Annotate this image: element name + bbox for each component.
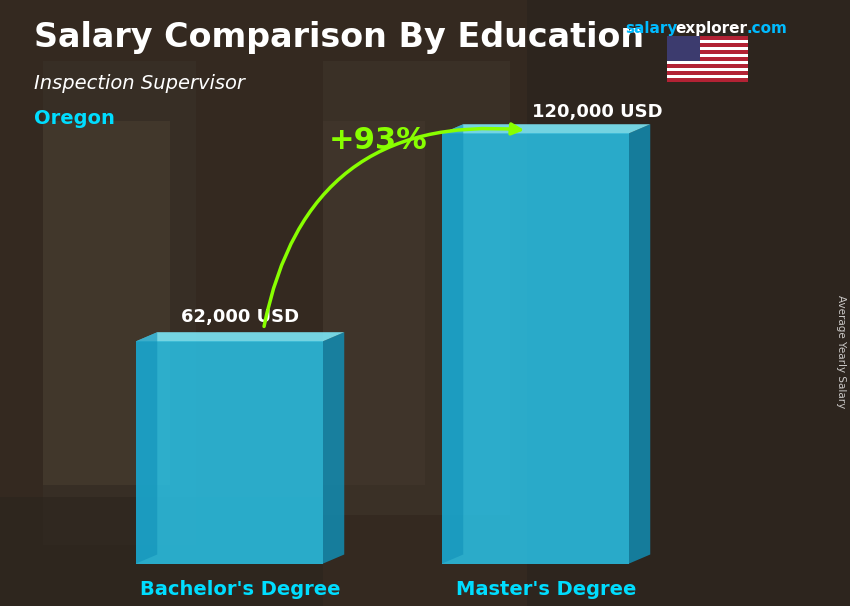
Bar	[667, 61, 748, 64]
Text: Oregon: Oregon	[34, 109, 115, 128]
Bar	[667, 54, 748, 58]
Bar	[42, 61, 196, 545]
Bar	[667, 47, 748, 50]
Text: Salary Comparison By Education: Salary Comparison By Education	[34, 21, 644, 54]
Bar	[667, 44, 748, 47]
Bar	[42, 121, 170, 485]
Polygon shape	[442, 133, 629, 564]
Text: .com: .com	[746, 21, 787, 36]
Bar	[527, 0, 850, 606]
Text: Average Yearly Salary: Average Yearly Salary	[836, 295, 846, 408]
Bar	[667, 36, 748, 40]
Bar	[667, 78, 748, 82]
Polygon shape	[629, 124, 650, 564]
Text: 120,000 USD: 120,000 USD	[532, 103, 662, 121]
Text: Inspection Supervisor: Inspection Supervisor	[34, 74, 245, 93]
Bar	[667, 64, 748, 68]
Text: +93%: +93%	[329, 126, 428, 155]
Polygon shape	[323, 332, 344, 564]
Bar	[667, 50, 748, 54]
Bar	[323, 121, 425, 485]
Bar	[667, 72, 748, 75]
Text: explorer: explorer	[676, 21, 748, 36]
Text: salary: salary	[625, 21, 677, 36]
Polygon shape	[136, 332, 344, 341]
Text: Master's Degree: Master's Degree	[456, 580, 637, 599]
Polygon shape	[442, 124, 463, 564]
Bar	[667, 40, 748, 44]
Bar	[323, 61, 510, 515]
Text: Bachelor's Degree: Bachelor's Degree	[140, 580, 340, 599]
Bar	[667, 36, 700, 61]
Polygon shape	[442, 124, 650, 133]
Bar	[667, 68, 748, 72]
Text: 62,000 USD: 62,000 USD	[181, 308, 299, 326]
Bar	[0, 497, 323, 606]
Bar	[667, 58, 748, 61]
Bar	[667, 75, 748, 78]
Polygon shape	[136, 341, 323, 564]
Polygon shape	[136, 332, 157, 564]
